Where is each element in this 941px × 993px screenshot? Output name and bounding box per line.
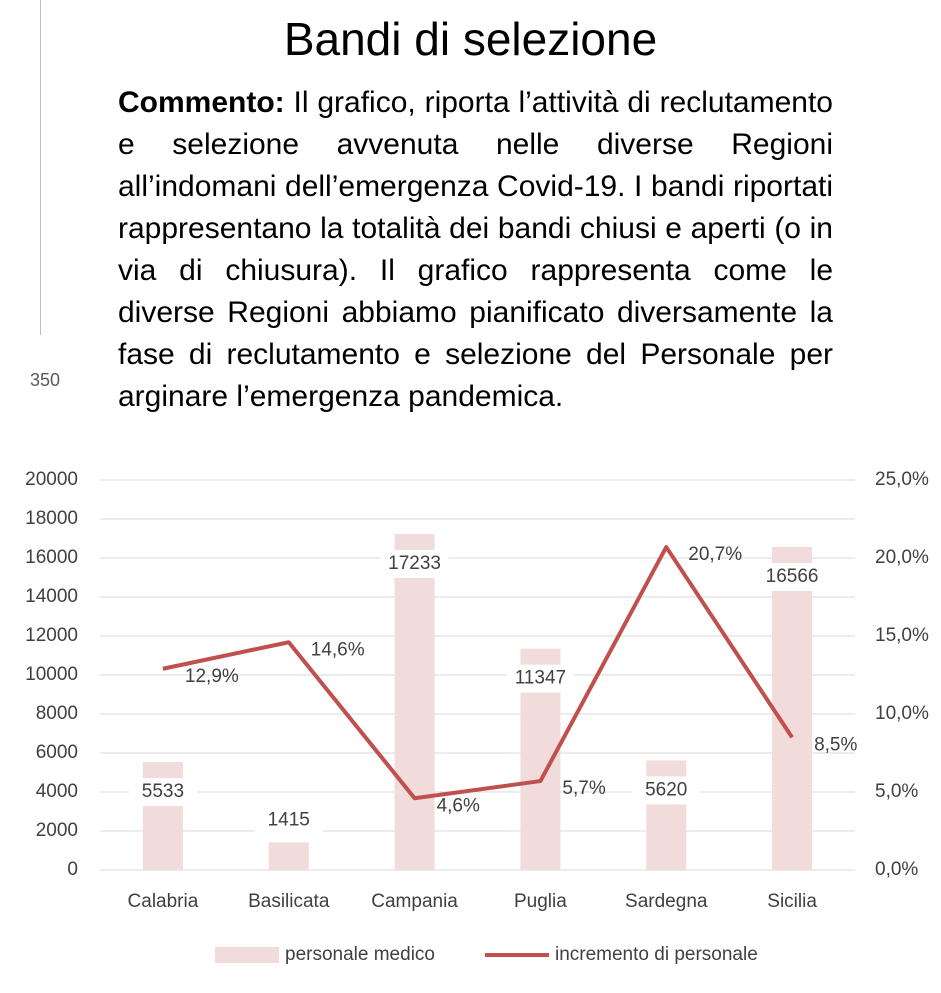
x-tick-label: Basilicata	[248, 891, 330, 912]
legend-swatch	[215, 947, 279, 963]
slide-title: Bandi di selezione	[283, 13, 658, 65]
value-label-bg	[758, 562, 827, 591]
side-label: 350	[30, 370, 61, 390]
y-tick-label: 18000	[25, 508, 78, 529]
legend-label: personale medico	[285, 944, 435, 965]
value-label: 4,6%	[437, 795, 480, 816]
y2-tick-label: 10,0%	[875, 703, 929, 724]
value-label: 17233	[388, 553, 441, 574]
y-tick-label: 2000	[36, 820, 78, 841]
comment-text: Il grafico, riporta l’attività di reclut…	[118, 86, 833, 413]
y-tick-label: 14000	[25, 586, 78, 607]
x-tick-label: Sardegna	[625, 891, 708, 912]
axis-fragment	[40, 0, 41, 335]
x-tick-label: Puglia	[514, 891, 567, 912]
y-tick-label: 6000	[36, 742, 78, 763]
value-label: 16566	[766, 566, 819, 587]
value-label: 8,5%	[814, 734, 857, 755]
value-label: 5620	[645, 779, 687, 800]
value-label: 12,9%	[185, 666, 239, 687]
value-label-bg	[380, 549, 449, 578]
x-tick-label: Calabria	[128, 891, 199, 912]
y2-tick-label: 20,0%	[875, 547, 929, 568]
y2-tick-label: 0,0%	[875, 859, 918, 880]
y2-tick-label: 25,0%	[875, 469, 929, 490]
value-label-bg	[254, 806, 323, 835]
value-label-bg	[632, 776, 701, 805]
x-tick-label: Campania	[371, 891, 458, 912]
value-label-bg	[506, 664, 575, 693]
x-tick-label: Sicilia	[767, 891, 817, 912]
value-label: 5,7%	[562, 778, 605, 799]
y-tick-label: 16000	[25, 547, 78, 568]
comment: Commento: Il grafico, riporta l’attività…	[118, 82, 833, 418]
value-label: 1415	[268, 809, 310, 830]
y-tick-label: 20000	[25, 469, 78, 490]
y-tick-label: 0	[67, 859, 78, 880]
y-tick-label: 10000	[25, 664, 78, 685]
y-tick-label: 12000	[25, 625, 78, 646]
y2-tick-label: 5,0%	[875, 781, 918, 802]
line	[162, 545, 794, 801]
legend-label: incremento di personale	[555, 944, 758, 965]
bar	[268, 842, 309, 870]
y2-tick-label: 15,0%	[875, 625, 929, 646]
bar	[394, 533, 435, 870]
value-label-bg	[128, 778, 197, 807]
comment-label: Commento:	[118, 86, 285, 119]
value-label: 14,6%	[311, 639, 365, 660]
y-tick-label: 8000	[36, 703, 78, 724]
value-label: 20,7%	[688, 544, 742, 565]
bar	[772, 546, 813, 870]
value-label: 11347	[515, 668, 566, 689]
value-label: 5533	[142, 781, 184, 802]
y-tick-label: 4000	[36, 781, 78, 802]
